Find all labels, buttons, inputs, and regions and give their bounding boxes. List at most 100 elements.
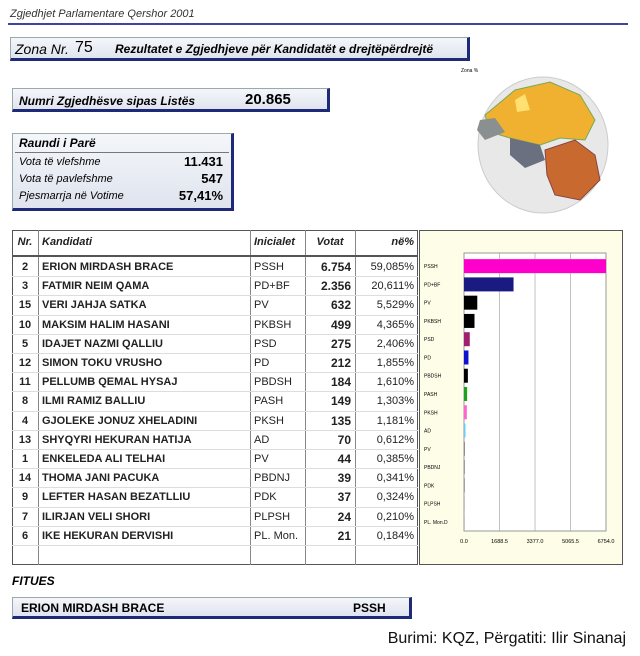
row-rule [12,276,418,278]
row-rule [12,353,418,354]
table-cell: 70 [337,432,351,447]
y-tick-label: PBDSH [424,374,442,380]
zone-label: Zona Nr. [15,41,69,57]
table-cell: 44 [337,452,351,466]
table-cell: 0,612% [376,433,414,446]
table-cell: 21 [337,528,351,543]
results-table [12,230,418,565]
table-cell: 4 [21,414,29,427]
map-region [484,81,596,146]
map: Zona % [461,68,609,214]
y-tick-label: PSD [424,337,435,343]
table-cell: 135 [330,413,351,428]
table-cell: PD+BF [254,280,290,293]
row-rule [12,468,418,470]
table-cell: 2.356 [320,279,351,294]
table-cell: 10 [18,318,32,331]
doc-title: Zgjedhjet Parlamentare Qershor 2001 [10,8,195,20]
table-cell: 6 [21,529,29,542]
y-tick-label: PV [424,301,431,307]
y-tick-label: PDK [424,483,435,489]
table-cell: 37 [337,490,351,505]
row-rule [12,314,418,316]
table-cell: 5 [21,337,29,350]
row-rule [12,545,418,546]
row-rule [12,487,418,489]
bar [464,514,465,529]
map-label: Zona % [461,68,479,74]
table-cell: 3 [21,280,29,293]
y-tick-label: PD+BF [424,282,440,288]
round-row-label: Vota të vlefshme [19,156,101,168]
bar [464,387,468,401]
winner-box: ERION MIRDASH BRACE PSSH [12,597,412,619]
row-rule [12,525,418,527]
table-cell: VERI JAHJA SATKA [42,299,147,312]
table-cell: 212 [330,356,351,370]
bar [464,350,469,365]
table-cell: ILMI RAMIZ BALLIU [42,395,146,408]
round-title: Raundi i Parë [19,136,96,150]
y-tick-label: PL. Mon.D [424,520,448,526]
round-row-value: 11.431 [183,154,223,169]
bar [464,441,465,456]
table-cell: PLPSH [254,510,291,523]
table-cell: IKE HEKURAN DERVISHI [42,529,174,542]
table-cell: 24 [337,509,351,524]
table-cell: 59,085% [370,261,414,273]
table-cell: PELLUMB QEMAL HYSAJ [42,376,178,389]
table-cell: MAKSIM HALIM HASANI [42,318,170,331]
winner-name: ERION MIRDASH BRACE [21,601,165,615]
table-cell: SHYQYRI HEKURAN HATIJA [42,433,192,446]
bar-chart: 0.0 1688.5 3377.0 5065.5 6754.0 PSSH PD+BF PV PK… [419,230,623,565]
bar [464,295,478,310]
table-cell: PKSH [254,414,284,427]
voters-value: 20.865 [245,91,291,108]
table-cell: 0,210% [376,510,414,523]
table-cell: 39 [337,471,351,486]
table-cell: PV [254,299,269,312]
bar [464,259,606,274]
column-header: Inicialet [254,236,295,248]
table-cell: PASH [254,395,284,408]
bar [464,496,465,511]
table-cell: 1,855% [376,357,414,369]
round-row-label: Vota të pavlefshme [19,173,113,185]
table-cell: 5,529% [376,299,414,312]
table-cell: 12 [18,357,32,369]
column-header: Votat [316,236,344,248]
column-rule [38,230,39,565]
header-rule [12,255,418,257]
title-rule [8,23,628,25]
table-cell: 632 [330,298,351,313]
round-row-value: 57,41% [178,188,223,203]
x-tick-label: 3377.0 [527,539,544,545]
table-cell: 14 [18,472,32,485]
zone-number: 75 [75,39,93,56]
table-cell: PDK [254,491,277,504]
table-cell: 1,303% [376,395,414,408]
table-cell: PBDSH [254,376,292,389]
map-region [544,139,601,201]
table-cell: 184 [330,375,351,390]
y-tick-label: PD [424,355,431,361]
bar [464,313,475,328]
table-cell: SIMON TOKU VRUSHO [42,357,163,369]
table-cell: AD [254,433,270,446]
footer-source: Burimi: KQZ, Përgatiti: Ilir Sinanaj [387,630,626,647]
round-rule [15,152,229,153]
table-cell: 0,184% [376,529,414,542]
table-cell: ERION MIRDASH BRACE [42,261,174,273]
table-cell: PSSH [254,261,284,273]
table-cell: 2 [21,261,29,273]
round-row-value: 547 [201,171,223,186]
column-rule [305,230,306,565]
row-rule [12,449,418,450]
table-cell: LEFTER HASAN BEZATLLIU [42,491,191,504]
x-tick-label: 1688.5 [491,539,508,545]
column-header: në% [391,236,414,248]
row-rule [12,333,418,335]
table-cell: 2,406% [376,337,414,350]
table-cell: PSD [254,337,277,350]
table-cell: 0,341% [376,472,414,485]
